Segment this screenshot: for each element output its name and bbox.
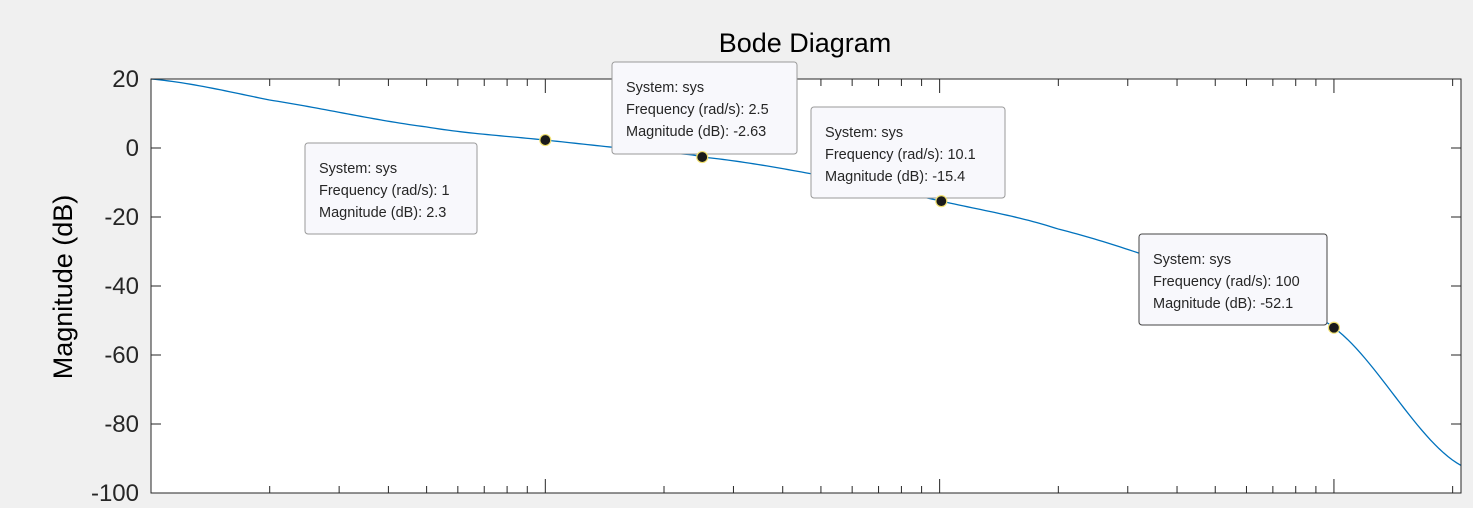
y-tick-label: -20 [104,204,139,231]
datatip-line: System: sys [1153,252,1231,268]
y-tick-label: 0 [126,135,139,162]
datatip[interactable]: System: sys Frequency (rad/s): 100 Magnitu… [1138,233,1341,334]
y-tick-label: -60 [104,342,139,369]
datatip-line: System: sys [626,80,704,96]
datatip-marker[interactable] [539,133,552,147]
datatip-line: Frequency (rad/s): 10.1 [825,147,976,163]
datatip-line: System: sys [319,161,397,177]
y-tick-label: -100 [91,480,139,507]
datatip-marker[interactable] [696,150,709,164]
datatip-line: Frequency (rad/s): 100 [1153,274,1300,290]
y-tick-labels: 20 0 -20 -40 -60 -80 -100 [91,66,139,507]
datatip-line: Magnitude (dB): 2.3 [319,205,446,221]
y-tick-label: 20 [112,66,139,93]
data-tips: System: sys Frequency (rad/s): 1 Magnitude… [304,61,1341,334]
datatip-box [1138,233,1328,326]
y-axis-label: Magnitude (dB) [48,195,78,380]
datatip-box [810,106,1006,199]
datatip-line: Frequency (rad/s): 1 [319,183,450,199]
datatip-line: Magnitude (dB): -2.63 [626,124,766,140]
datatip-line: Magnitude (dB): -15.4 [825,169,965,185]
datatip-line: System: sys [825,125,903,141]
y-tick-label: -40 [104,273,139,300]
datatip[interactable]: System: sys Frequency (rad/s): 2.5 Magnitu… [611,61,798,164]
axes-box [150,78,1462,494]
y-tick-label: -80 [104,411,139,438]
datatip-marker[interactable] [1327,321,1341,334]
datatip[interactable]: System: sys Frequency (rad/s): 10.1 Magnit… [810,106,1006,208]
datatip-box [304,142,478,235]
datatip[interactable]: System: sys Frequency (rad/s): 1 Magnitude… [304,133,552,235]
datatip-marker[interactable] [935,195,948,208]
datatip-line: Frequency (rad/s): 2.5 [626,102,769,118]
datatip-line: Magnitude (dB): -52.1 [1153,296,1293,312]
chart-title: Bode Diagram [719,28,892,58]
